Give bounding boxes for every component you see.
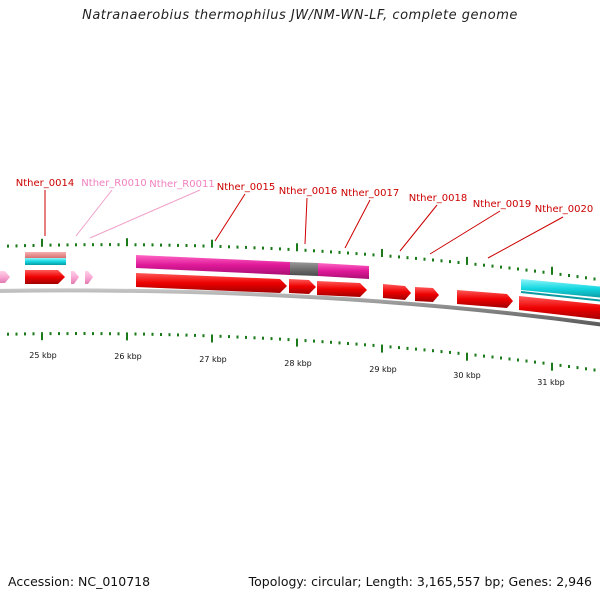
gene-label-nther-0020[interactable]: Nther_0020 [535,204,593,215]
cds-arrow-nther-0014[interactable] [25,270,65,284]
cds-arrow-nther-0019[interactable] [415,287,439,302]
cds-track [0,270,600,320]
accession-text: Accession: NC_010718 [8,574,151,589]
gene-label-nther-r0010[interactable]: Nther_R0010 [81,178,146,189]
feature-block-cyan-small[interactable] [25,258,66,265]
feature-block-gray[interactable] [290,262,318,276]
feature-track-upper [25,252,600,302]
feature-block-salmon[interactable] [25,252,66,258]
kbp-label-25: 25 kbp [29,351,57,360]
kbp-label-30: 30 kbp [453,371,481,380]
cds-arrow-nther-0016[interactable] [289,279,316,294]
gene-label-nther-0015[interactable]: Nther_0015 [217,182,275,193]
kbp-label-29: 29 kbp [369,365,397,374]
rna-arrow-left-edge[interactable] [0,271,10,283]
cds-arrow-nther-0015[interactable] [136,273,287,293]
kbp-scale-labels: 25 kbp 26 kbp 27 kbp 28 kbp 29 kbp 30 kb… [29,351,565,387]
rna-arrow-nther-r0011[interactable] [85,271,93,284]
cds-arrow-right-edge[interactable] [519,296,600,320]
genome-summary-text: Topology: circular; Length: 3,165,557 bp… [248,574,592,589]
cds-arrow-nther-0020[interactable] [457,290,513,308]
gene-label-nther-0016[interactable]: Nther_0016 [279,186,337,197]
kbp-label-26: 26 kbp [114,352,142,361]
genome-title: Natranaerobius thermophilus JW/NM-WN-LF,… [82,8,518,23]
kbp-label-28: 28 kbp [284,359,312,368]
gene-label-nther-0017[interactable]: Nther_0017 [341,188,399,199]
upper-tick-track [7,238,596,281]
rna-arrow-nther-r0010[interactable] [71,271,79,284]
gene-labels: Nther_0014 Nther_R0010 Nther_R0011 Nther… [16,178,593,215]
feature-block-cyan-large[interactable] [521,279,600,298]
kbp-label-31: 31 kbp [537,378,565,387]
gene-label-nther-0018[interactable]: Nther_0018 [409,193,467,204]
label-leader-lines [44,189,564,259]
gene-label-nther-0019[interactable]: Nther_0019 [473,199,531,210]
genome-backbone [0,288,600,327]
feature-block-magenta-right[interactable] [318,263,369,279]
cds-arrow-nther-0017[interactable] [317,281,367,297]
gene-label-nther-r0011[interactable]: Nther_R0011 [149,179,214,190]
kbp-label-27: 27 kbp [199,355,227,364]
gene-label-nther-0014[interactable]: Nther_0014 [16,178,74,189]
feature-block-magenta-left[interactable] [136,255,290,275]
cds-arrow-nther-0018[interactable] [383,284,411,300]
feature-line-cyan [520,291,600,302]
lower-tick-track [7,332,596,372]
